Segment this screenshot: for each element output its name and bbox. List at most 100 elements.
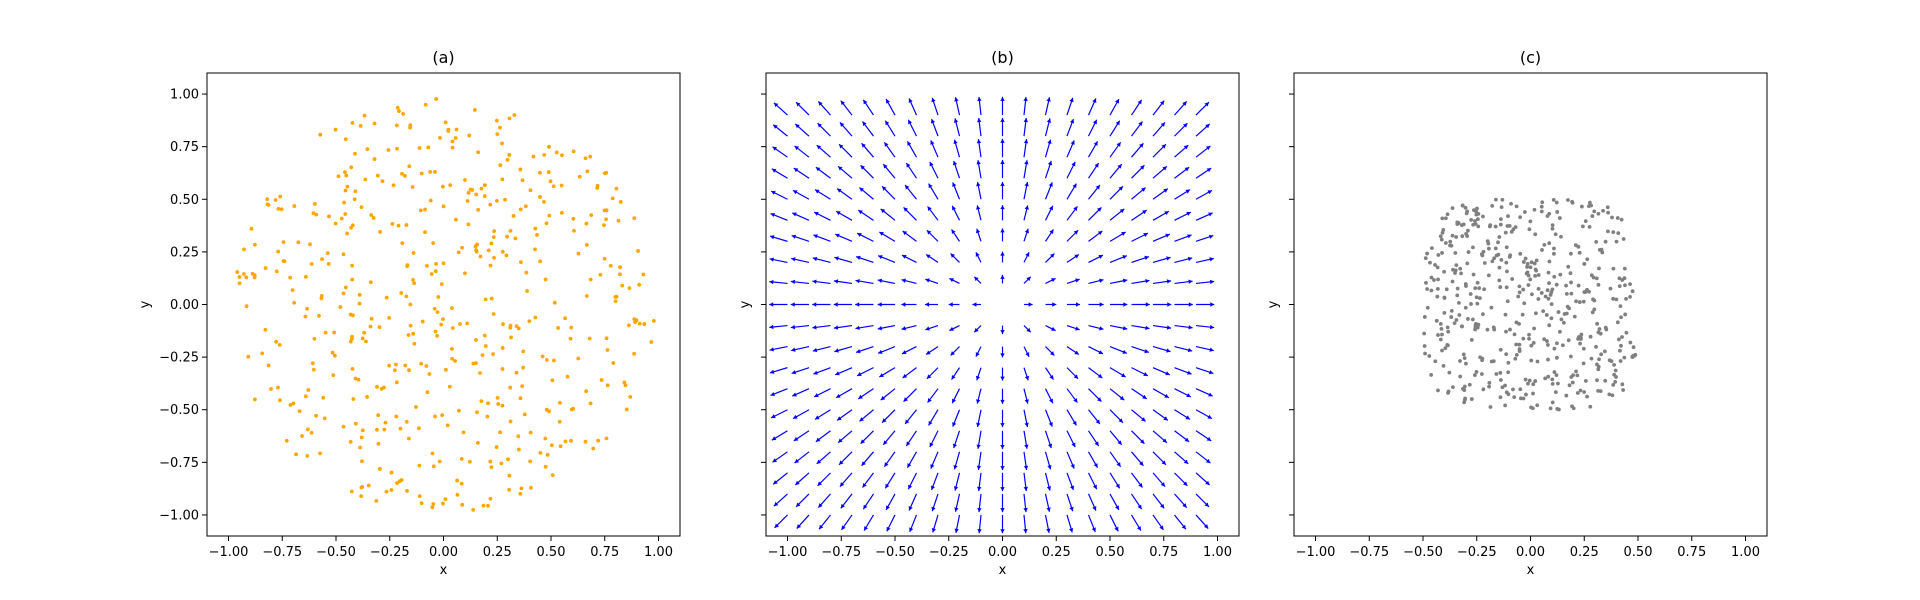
scatter-point xyxy=(637,321,642,326)
quiver-arrow-head xyxy=(1075,278,1080,283)
scatter-point xyxy=(547,213,552,218)
quiver-arrow-head xyxy=(796,524,802,529)
scatter-point xyxy=(1450,206,1455,211)
x-tick-label: 0.50 xyxy=(1624,545,1653,560)
quiver-arrow-head xyxy=(972,302,977,307)
quiver-arrow-head xyxy=(1116,142,1121,147)
scatter-point xyxy=(394,380,399,385)
scatter-point xyxy=(263,266,268,271)
scatter-point xyxy=(1458,266,1463,271)
quiver-arrow-head xyxy=(1046,118,1052,123)
scatter-point xyxy=(460,502,465,507)
scatter-point xyxy=(269,387,273,391)
scatter-point xyxy=(466,222,471,227)
scatter-point xyxy=(303,314,308,319)
scatter-point xyxy=(290,288,295,293)
quiver-arrow-head xyxy=(1092,484,1097,490)
quiver-arrow-head xyxy=(1140,439,1145,444)
scatter-point xyxy=(433,169,437,174)
scatter-point xyxy=(281,240,286,245)
quiver-arrow-head xyxy=(1023,507,1028,513)
scatter-point xyxy=(538,450,543,455)
scatter-point xyxy=(1574,369,1578,374)
scatter-point xyxy=(576,356,581,361)
scatter-point xyxy=(288,275,293,280)
scatter-point xyxy=(500,367,505,371)
scatter-point xyxy=(1436,253,1441,257)
scatter-point xyxy=(1631,353,1636,358)
quiver-arrow-head xyxy=(791,257,796,262)
scatter-point xyxy=(441,261,446,266)
scatter-point xyxy=(396,223,401,228)
scatter-point xyxy=(1486,273,1491,278)
quiver-arrow-head xyxy=(1115,120,1120,126)
quiver-arrow-head xyxy=(839,122,845,127)
quiver-arrow-head xyxy=(856,255,861,260)
quiver-arrow-head xyxy=(1049,229,1054,235)
scatter-point xyxy=(1553,390,1558,395)
quiver-arrow-head xyxy=(925,302,930,307)
scatter-point xyxy=(1527,378,1532,383)
x-tick-label: 1.00 xyxy=(1731,545,1760,560)
quiver-arrow-head xyxy=(976,139,982,144)
scatter-point xyxy=(489,296,494,301)
scatter-point xyxy=(535,232,539,237)
quiver-arrow-head xyxy=(1000,423,1005,428)
quiver-arrow-head xyxy=(1071,161,1076,167)
scatter-point xyxy=(1485,327,1490,332)
scatter-point xyxy=(604,170,609,175)
scatter-point xyxy=(1597,266,1601,271)
scatter-point xyxy=(1482,261,1487,265)
quiver-arrow-head xyxy=(1049,374,1054,380)
scatter-point xyxy=(1557,216,1562,220)
scatter-point xyxy=(559,210,564,215)
quiver-arrow-head xyxy=(1025,352,1030,357)
scatter-point xyxy=(429,272,434,276)
scatter-point xyxy=(1512,332,1517,337)
scatter-point xyxy=(1498,285,1503,289)
quiver-arrow-head xyxy=(1099,278,1104,283)
scatter-point xyxy=(633,320,638,324)
scatter-point xyxy=(358,124,363,128)
quiver-arrow-head xyxy=(1138,121,1143,127)
quiver-arrow-head xyxy=(773,480,778,485)
scatter-point xyxy=(1438,321,1443,326)
quiver-arrow-head xyxy=(793,190,798,195)
scatter-point xyxy=(1521,287,1526,292)
scatter-point xyxy=(614,294,619,299)
scatter-point xyxy=(1474,370,1479,374)
scatter-point xyxy=(1475,280,1480,285)
quiver-arrow-head xyxy=(1000,138,1005,143)
quiver-arrow-head xyxy=(1139,143,1144,148)
scatter-point xyxy=(445,423,450,428)
scatter-point xyxy=(528,459,533,464)
scatter-point xyxy=(1442,269,1447,274)
scatter-point xyxy=(332,330,337,335)
scatter-point xyxy=(1454,235,1459,239)
scatter-point xyxy=(417,146,422,150)
scatter-point xyxy=(1449,243,1454,248)
scatter-point xyxy=(1433,262,1437,267)
quiver-arrow-head xyxy=(769,257,774,262)
scatter-point xyxy=(465,321,470,326)
scatter-point xyxy=(1533,311,1538,316)
scatter-point xyxy=(391,183,396,188)
scatter-point xyxy=(263,327,268,332)
scatter-point xyxy=(1559,234,1563,239)
scatter-point xyxy=(1525,265,1529,269)
x-tick-label: −1.00 xyxy=(768,545,808,560)
scatter-point xyxy=(585,169,590,174)
scatter-point xyxy=(1540,200,1545,205)
quiver-arrow-head xyxy=(879,373,884,378)
quiver-arrow-head xyxy=(790,324,796,330)
scatter-point xyxy=(417,494,422,498)
y-tick-label: 1.00 xyxy=(170,88,199,103)
scatter-point xyxy=(1592,298,1597,303)
quiver-arrow-head xyxy=(1209,324,1215,330)
scatter-point xyxy=(604,436,609,441)
scatter-point xyxy=(1620,335,1624,339)
x-tick-label: −0.25 xyxy=(370,545,410,560)
scatter-point xyxy=(1592,209,1597,214)
scatter-point xyxy=(408,323,413,328)
panel-title: (c) xyxy=(1520,48,1541,67)
